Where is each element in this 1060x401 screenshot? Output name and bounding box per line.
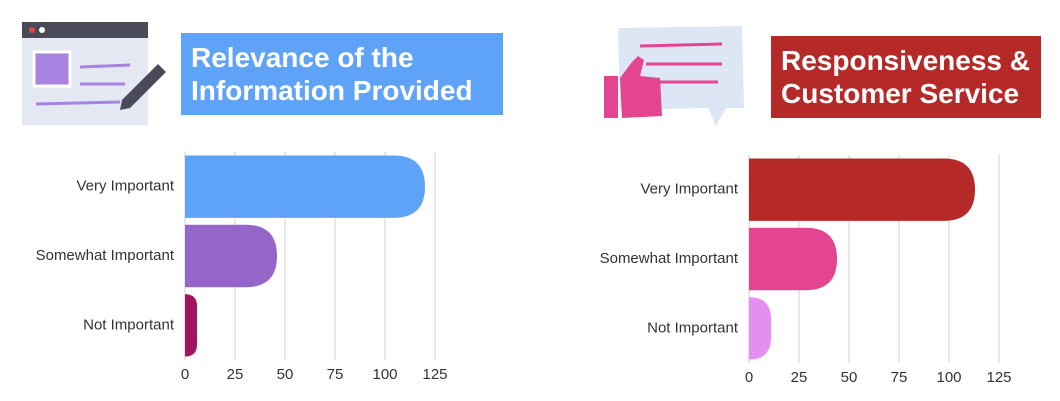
y-tick-label: Somewhat Important: [36, 247, 175, 264]
x-tick-label: 100: [372, 366, 397, 383]
bar: [749, 227, 837, 291]
bar: [749, 158, 975, 221]
x-tick-label: 75: [327, 366, 344, 383]
x-tick-label: 0: [745, 369, 753, 386]
x-tick-label: 0: [181, 366, 189, 383]
bar: [185, 155, 425, 218]
y-tick-label: Not Important: [83, 316, 175, 333]
bar: [749, 297, 771, 360]
icon-browser: [22, 22, 166, 125]
x-tick-label: 50: [841, 369, 858, 386]
x-tick-label: 125: [986, 369, 1011, 386]
x-tick-label: 75: [891, 369, 908, 386]
bar: [185, 294, 197, 357]
x-tick-label: 100: [936, 369, 961, 386]
y-tick-label: Not Important: [647, 319, 739, 336]
x-tick-label: 25: [791, 369, 808, 386]
y-tick-label: Somewhat Important: [600, 250, 739, 267]
bar: [185, 224, 277, 288]
y-tick-label: Very Important: [640, 181, 738, 198]
icon-feedback: [604, 26, 744, 126]
x-tick-label: 25: [227, 366, 244, 383]
chart-title: Relevance of the Information Provided: [181, 33, 503, 115]
x-tick-label: 125: [422, 366, 447, 383]
x-tick-label: 50: [277, 366, 294, 383]
chart-title: Responsiveness & Customer Service: [771, 36, 1041, 118]
y-tick-label: Very Important: [76, 178, 174, 195]
